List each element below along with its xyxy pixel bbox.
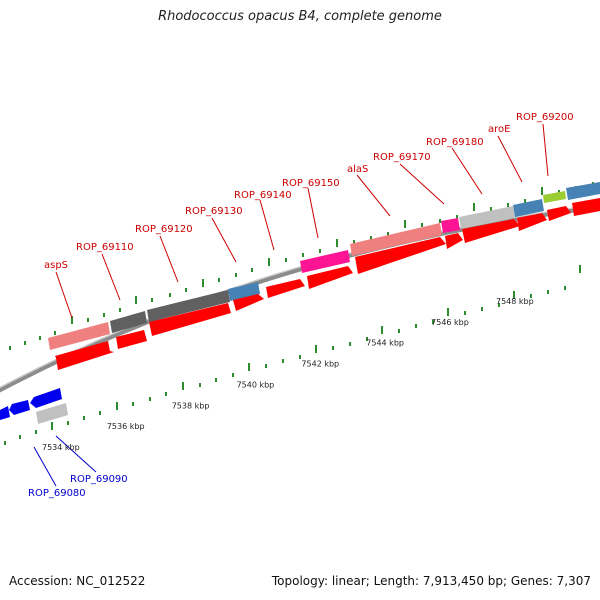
cds-arrow-rop-69080[interactable] (30, 388, 62, 408)
gene-bar-rop-69150[interactable] (300, 250, 350, 273)
gene-bar-alas[interactable] (350, 223, 442, 256)
map-title: Rhodococcus opacus B4, complete genome (158, 9, 442, 24)
cds-arrow-reverse-2[interactable] (9, 400, 30, 415)
gene-label-rop-69110[interactable]: ROP_69110 (76, 242, 134, 253)
cds-arrow-alas[interactable] (355, 237, 446, 274)
forward-leader-lines (55, 123, 549, 319)
gene-label-rop-69180[interactable]: ROP_69180 (426, 137, 484, 148)
scale-label: 7546 kbp (431, 318, 469, 327)
gene-bar-rop-69170[interactable] (441, 218, 460, 233)
scale-label: 7536 kbp (107, 422, 145, 431)
scale-labels: 7534 kbp 7536 kbp 7538 kbp 7540 kbp 7542 kbp… (42, 297, 534, 452)
gene-label-rop-69140[interactable]: ROP_69140 (234, 190, 292, 201)
scale-label: 7548 kbp (496, 297, 534, 306)
cds-arrow-asps[interactable] (55, 341, 114, 370)
genome-summary: Topology: linear; Length: 7,913,450 bp; … (271, 574, 591, 588)
cds-arrow-rop-69140[interactable] (266, 279, 305, 298)
gene-label-aroe[interactable]: aroE (488, 124, 510, 135)
scale-label: 7540 kbp (237, 380, 275, 389)
gene-bar-asps[interactable] (48, 322, 110, 350)
cds-arrow-rop-69180[interactable] (462, 219, 520, 243)
gene-label-rop-69080[interactable]: ROP_69080 (28, 488, 86, 499)
forward-feature-bars (48, 182, 600, 350)
gene-bar-rop-69090[interactable] (36, 403, 68, 424)
reverse-leader-lines (33, 435, 97, 487)
cds-arrow-next[interactable] (572, 198, 600, 216)
gene-label-rop-69170[interactable]: ROP_69170 (373, 152, 431, 163)
gene-label-alas[interactable]: alaS (347, 164, 368, 175)
reverse-tick-row (4, 265, 581, 445)
gene-bar-next[interactable] (566, 182, 600, 200)
gene-bar-rop-69180[interactable] (459, 206, 515, 229)
gene-bar-rop-69130[interactable] (228, 282, 260, 301)
gene-label-asps[interactable]: aspS (44, 260, 68, 271)
cds-arrow-aroe[interactable] (517, 213, 547, 231)
gene-label-rop-69130[interactable]: ROP_69130 (185, 206, 243, 217)
gene-label-rop-69090[interactable]: ROP_69090 (70, 474, 128, 485)
cds-arrow-rop-69170[interactable] (445, 233, 463, 249)
scale-label: 7538 kbp (172, 401, 210, 410)
cds-arrow-rop-69150[interactable] (307, 266, 353, 289)
forward-cds-arrows (55, 198, 600, 370)
gene-bar-rop-69110[interactable] (110, 311, 147, 333)
gene-bar-aroe[interactable] (513, 199, 544, 217)
gene-label-rop-69120[interactable]: ROP_69120 (135, 224, 193, 235)
cds-arrow-rop-69200[interactable] (547, 206, 571, 221)
gene-label-rop-69150[interactable]: ROP_69150 (282, 178, 340, 189)
gene-bar-rop-69120[interactable] (147, 290, 230, 322)
accession-label: Accession: NC_012522 (9, 574, 146, 588)
scale-label: 7534 kbp (42, 443, 80, 452)
reverse-features (0, 388, 68, 424)
cds-arrow-reverse-1[interactable] (0, 406, 10, 420)
cds-arrow-rop-69110[interactable] (116, 330, 147, 349)
scale-label: 7542 kbp (301, 360, 339, 369)
cds-arrow-rop-69130[interactable] (233, 294, 264, 311)
scale-label: 7544 kbp (366, 339, 404, 348)
gene-label-rop-69200[interactable]: ROP_69200 (516, 112, 574, 123)
gene-bar-rop-69200[interactable] (543, 191, 566, 203)
cds-arrow-rop-69120[interactable] (149, 303, 231, 336)
